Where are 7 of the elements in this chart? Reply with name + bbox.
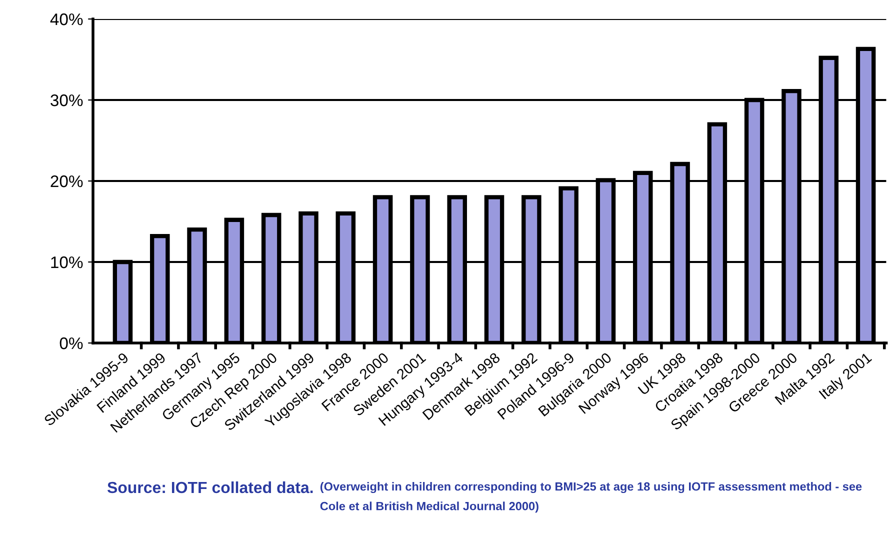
y-tick-label: 20% xyxy=(50,175,83,188)
source-note: Source: IOTF collated data. xyxy=(107,481,313,494)
y-tick-label: 40% xyxy=(50,13,83,26)
y-tick-label: 0% xyxy=(60,337,83,350)
y-tick-label: 30% xyxy=(50,94,83,106)
y-tick-label: 10% xyxy=(51,256,83,268)
text: (Overweight in children corresponding to BMI>25 at age 18 using IOTF assessment method - see Cole et al British Medical Journal 2000) xyxy=(320,482,862,513)
